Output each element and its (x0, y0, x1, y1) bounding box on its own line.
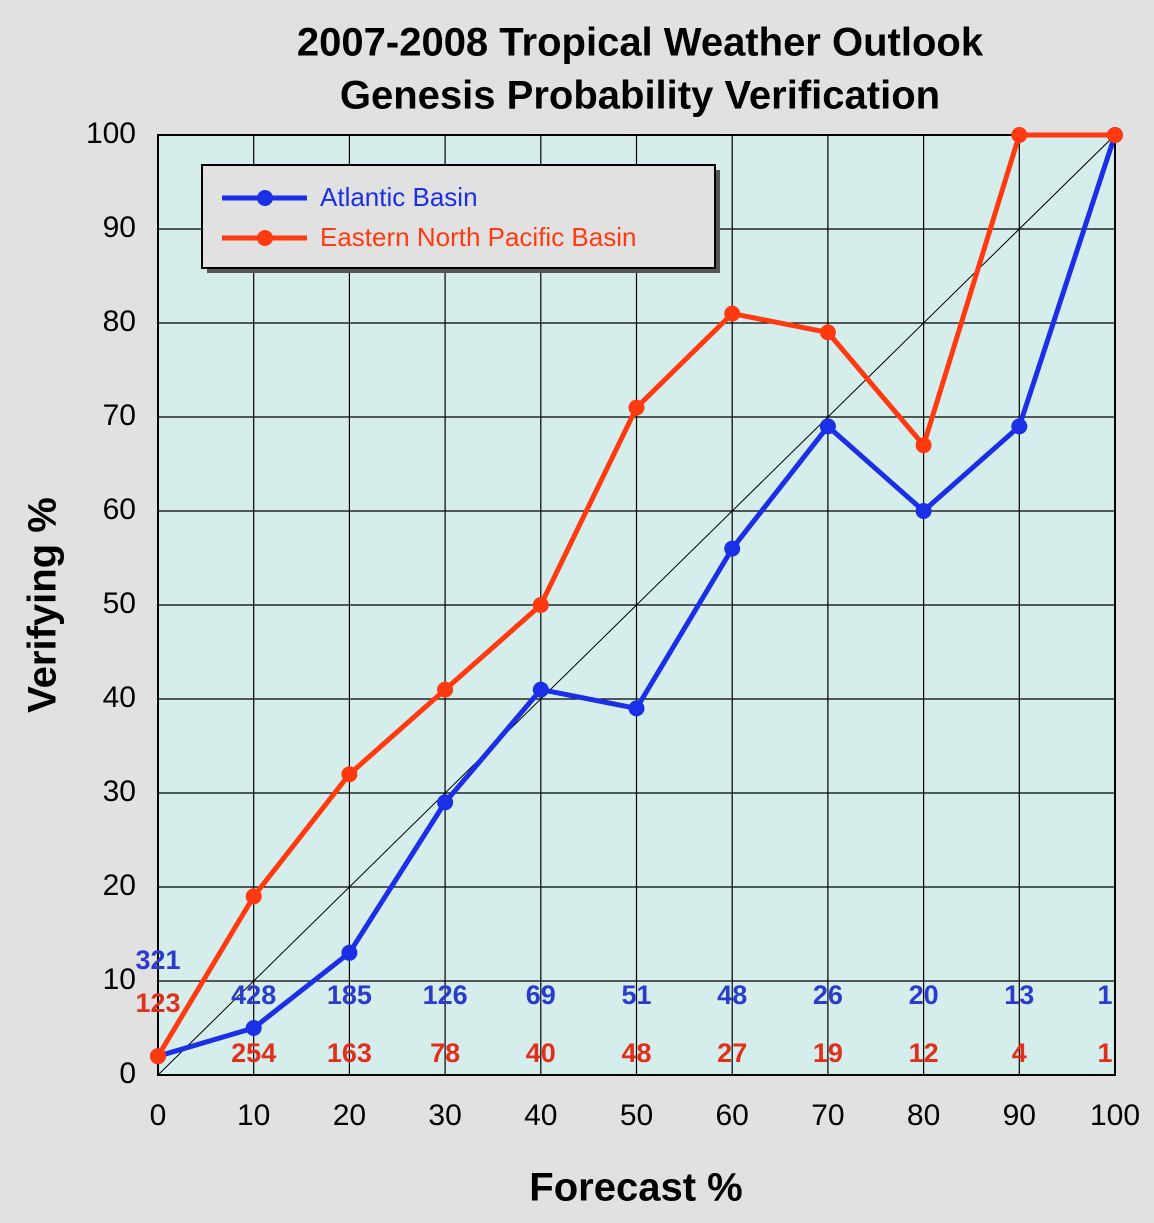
sample-count-label: 40 (526, 1038, 556, 1068)
data-point (628, 700, 645, 717)
y-tick-label: 100 (86, 117, 136, 150)
y-tick-label: 70 (103, 399, 136, 432)
x-tick-label: 40 (524, 1099, 557, 1132)
data-point (915, 437, 932, 454)
data-point (341, 944, 358, 961)
data-point (819, 418, 836, 435)
sample-count-label: 20 (909, 980, 939, 1010)
y-tick-label: 0 (119, 1057, 136, 1090)
data-point (819, 324, 836, 341)
sample-count-label: 19 (813, 1038, 843, 1068)
data-point (532, 681, 549, 698)
legend-label: Eastern North Pacific Basin (320, 222, 636, 252)
x-axis-label: Forecast % (529, 1166, 742, 1210)
data-point (245, 1020, 262, 1036)
sample-count-label: 126 (423, 980, 468, 1010)
y-tick-label: 80 (103, 305, 136, 338)
sample-count-label: 428 (231, 980, 276, 1010)
y-tick-label: 30 (103, 775, 136, 808)
sample-count-label: 13 (1004, 980, 1034, 1010)
x-tick-label: 70 (811, 1099, 844, 1132)
x-tick-label: 80 (907, 1099, 940, 1132)
x-tick-label: 20 (333, 1099, 366, 1132)
sample-count-label: 51 (621, 980, 651, 1010)
y-tick-label: 50 (103, 587, 136, 620)
data-point (532, 597, 549, 613)
x-tick-label: 90 (1003, 1099, 1036, 1132)
plot-border (157, 134, 1116, 1076)
sample-count-label: 69 (526, 980, 556, 1010)
data-point (1107, 127, 1123, 143)
sample-count-label: 321 (135, 945, 180, 975)
data-point (724, 305, 741, 322)
data-point (724, 540, 741, 557)
data-point (341, 766, 358, 783)
chart-subtitle: Genesis Probability Verification (340, 74, 940, 118)
sample-count-label: 1 (1097, 1038, 1112, 1068)
y-tick-label: 60 (103, 493, 136, 526)
sample-count-label: 78 (430, 1038, 460, 1068)
sample-count-label: 26 (813, 980, 843, 1010)
x-tick-label: 0 (150, 1099, 167, 1132)
sample-count-label: 27 (717, 1038, 747, 1068)
legend-box (201, 164, 716, 269)
sample-count-label: 1 (1097, 980, 1112, 1010)
data-point (1011, 127, 1028, 143)
legend-label: Atlantic Basin (320, 182, 478, 212)
legend-marker (257, 230, 273, 246)
sample-count-label: 48 (717, 980, 747, 1010)
data-point (915, 503, 932, 519)
y-tick-label: 40 (103, 681, 136, 714)
reference-diagonal (157, 134, 1116, 1076)
sample-count-label: 123 (135, 988, 180, 1018)
data-point (1011, 418, 1028, 435)
chart-title: 2007-2008 Tropical Weather Outlook (297, 21, 984, 65)
x-tick-label: 10 (237, 1099, 270, 1132)
y-tick-label: 10 (103, 963, 136, 996)
y-tick-label: 90 (103, 211, 136, 244)
sample-count-label: 185 (327, 980, 372, 1010)
x-tick-label: 100 (1090, 1099, 1140, 1132)
data-point (437, 681, 454, 698)
data-point (437, 794, 454, 811)
sample-count-label: 48 (621, 1038, 651, 1068)
x-tick-label: 30 (428, 1099, 461, 1132)
sample-count-label: 254 (231, 1038, 276, 1068)
x-tick-label: 60 (716, 1099, 749, 1132)
data-point (628, 399, 645, 416)
data-point (245, 888, 262, 905)
sample-count-label: 12 (909, 1038, 939, 1068)
legend-marker (257, 190, 273, 206)
x-tick-label: 50 (620, 1099, 653, 1132)
data-point (150, 1048, 166, 1065)
y-axis-label: Verifying % (21, 497, 65, 713)
sample-count-label: 4 (1012, 1038, 1027, 1068)
y-tick-label: 20 (103, 869, 136, 902)
sample-count-label: 163 (327, 1038, 372, 1068)
